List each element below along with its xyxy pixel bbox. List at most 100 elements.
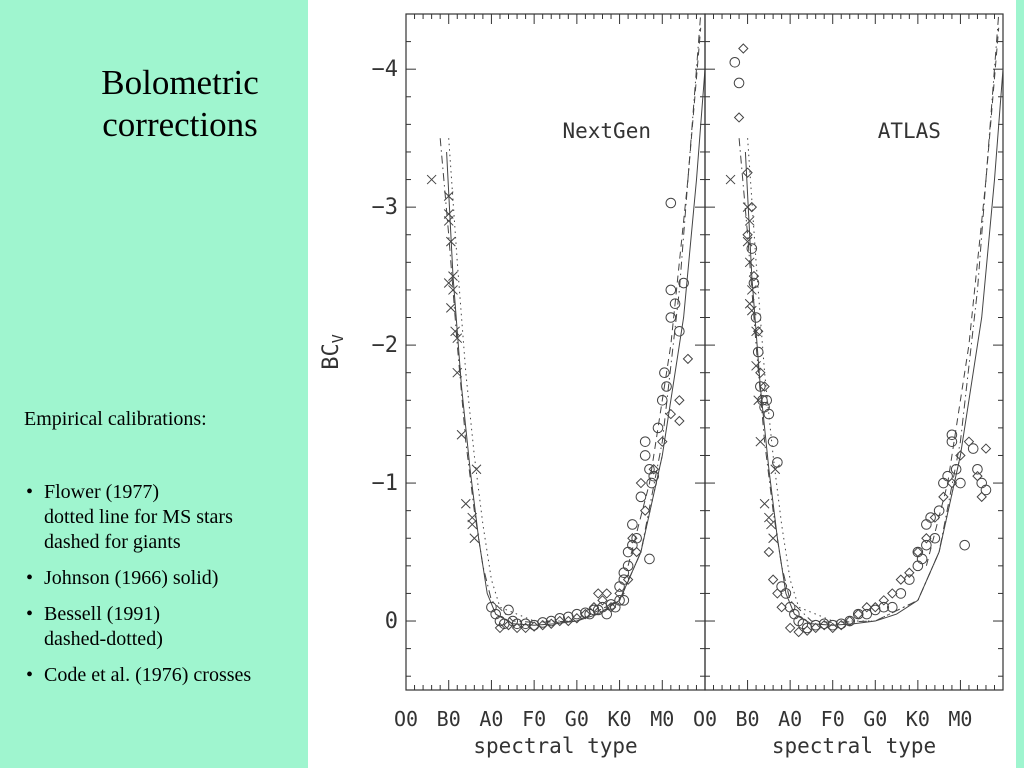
diamond-point [635,477,647,489]
diamond-point [878,595,890,606]
circle-point [861,608,873,620]
circle-point [925,512,936,523]
cross-point [445,236,456,247]
cross-point [450,326,460,337]
cross-point [768,533,778,544]
cross-point [744,257,755,268]
x-tick-label: A0 [778,707,802,731]
diamond-point [844,615,855,627]
curve-bessell-dashdot [738,13,1000,623]
circle-point [669,298,681,310]
circle-point [733,77,745,89]
circle-point [665,312,677,323]
diamond-point [793,626,804,638]
cross-point [448,285,458,295]
diamond-point [818,619,830,631]
calibration-item: Code et al. (1976) crosses [24,663,324,688]
circle-point [761,394,773,406]
diamond-point [784,622,796,634]
diamond-point [801,625,813,636]
diamond-point [503,619,514,631]
cross-point [770,464,781,475]
circle-point [772,457,783,468]
circle-point [648,470,660,482]
y-axis-label: BCV [319,334,347,370]
y-tick-label: −1 [372,471,399,496]
diamond-point [639,505,651,516]
curve-johnson-solid [446,69,706,626]
cross-point [469,533,480,544]
cross-point [452,367,463,378]
diamond-point [601,588,612,599]
circle-point [878,601,890,613]
circle-point [635,491,647,503]
x-tick-label: O0 [394,707,418,731]
x-tick-label: K0 [608,707,632,731]
diamond-point [665,408,677,420]
cross-point [725,174,736,185]
circle-point [955,477,966,489]
circle-point [665,284,677,296]
diamond-point [946,477,958,489]
circle-point [755,381,766,392]
circle-point [748,277,760,289]
diamond-point [772,588,783,599]
diamond-point [748,270,760,282]
curve-flower-dotted [448,138,663,622]
panel-nextgen: NextGen [405,13,706,691]
y-tick-label: −2 [372,333,399,358]
x-tick-label: F0 [821,707,845,731]
circle-point [652,422,664,434]
diamond-point [853,608,864,620]
diamond-point [580,608,591,620]
x-tick-label: B0 [437,707,461,731]
circle-point [810,619,821,631]
diamond-point [682,353,694,365]
diamond-point [494,622,506,634]
circle-point [912,546,924,558]
diamond-point [742,229,753,240]
circle-point [916,553,928,565]
x-tick-label: O0 [693,707,717,731]
curve-johnson-solid [744,69,1004,626]
circle-point [942,470,953,482]
x-tick-label: G0 [863,707,887,731]
cross-point [766,519,776,530]
circle-point [946,436,958,447]
circle-point [980,484,992,496]
x-tick-label: A0 [479,707,503,731]
circle-point [950,463,962,475]
diamond-point [870,602,881,613]
cross-point [755,436,766,447]
diamond-point [810,622,821,634]
diamond-point [836,619,847,631]
diamond-point [597,595,608,606]
cross-point [443,216,454,226]
calibration-line: dotted line for MS stars [44,506,233,528]
diamond-point [938,491,949,503]
cross-point [443,209,454,219]
circle-point [639,436,651,447]
cross-point [456,429,467,440]
calibration-line: Johnson (1966) solid) [44,567,219,589]
cross-point [759,498,770,509]
panel-atlas: ATLAS [704,13,1004,691]
circle-point [618,595,630,606]
chart-panels: NextGen ATLAS [405,13,1004,691]
diamond-point [746,201,758,213]
circle-point [887,601,898,613]
y-tick-label: −3 [372,195,399,220]
circle-point [678,277,689,289]
circle-point [972,463,983,475]
circle-point [503,604,514,616]
circle-point [554,612,566,624]
diamond-point [929,512,941,523]
cross-point [764,512,774,523]
diamond-point [674,415,685,427]
diamond-point [605,602,617,613]
circle-point [959,539,970,551]
circle-point [592,604,604,616]
diamond-point [767,574,779,585]
diamond-point [622,574,634,585]
circle-point [618,574,630,585]
